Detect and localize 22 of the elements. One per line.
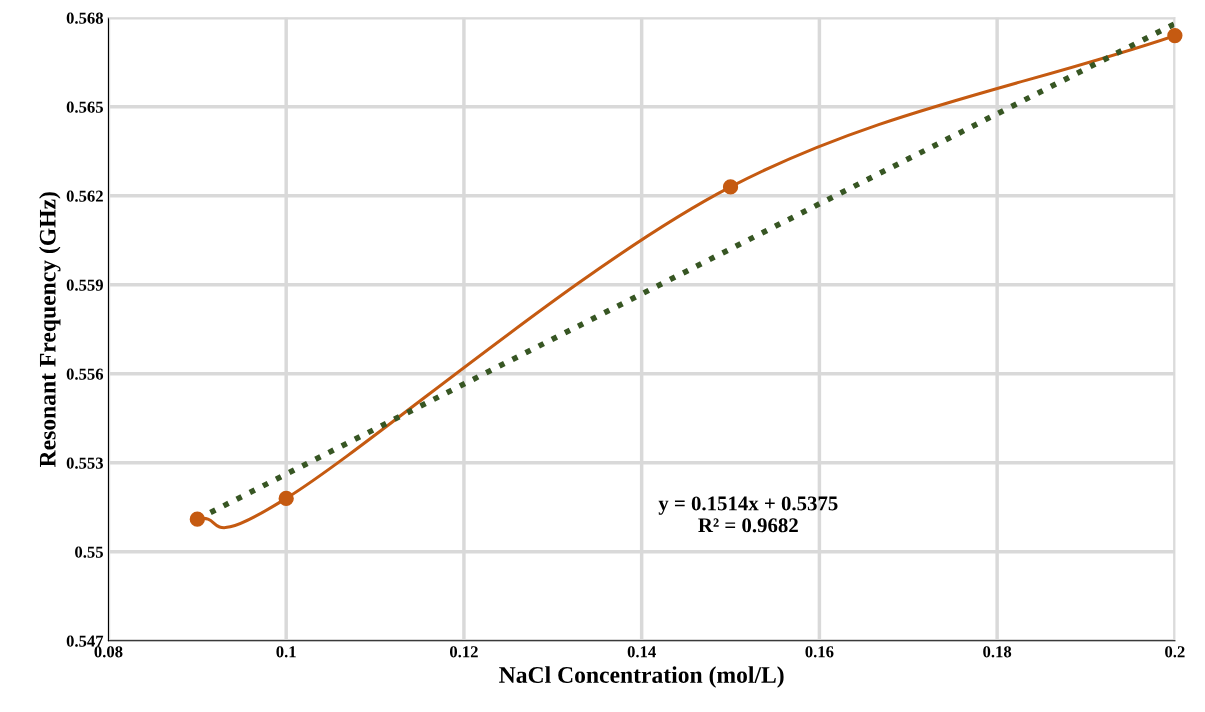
y-tick-label: 0.556 bbox=[66, 368, 104, 380]
point bbox=[1167, 27, 1183, 44]
y-tick-label: 0.568 bbox=[66, 12, 104, 24]
x-tick-label: 0.2 bbox=[1165, 646, 1185, 658]
point bbox=[722, 179, 739, 195]
x-tick-label: 0.08 bbox=[94, 646, 123, 658]
point bbox=[278, 490, 294, 507]
y-tick-label: 0.565 bbox=[66, 101, 103, 113]
x-tick-label: 0.1 bbox=[276, 646, 296, 658]
y-tick-label: 0.553 bbox=[66, 457, 104, 469]
x-axis-title: NaCl Concentration (mol/L) bbox=[499, 666, 784, 688]
x-tick-label: 0.18 bbox=[983, 646, 1012, 658]
y-tick-label: 0.559 bbox=[66, 279, 103, 291]
y-axis-title: Resonant Frequency (GHz) bbox=[39, 192, 61, 468]
annotation: y = 0.1514x + 0.5375 R² = 0.9682 bbox=[658, 496, 838, 533]
y-tick-label: 0.55 bbox=[75, 546, 103, 558]
point bbox=[189, 511, 205, 527]
y-tick-label: 0.562 bbox=[66, 190, 103, 202]
x-tick-label: 0.16 bbox=[805, 646, 834, 658]
x-tick-label: 0.14 bbox=[627, 646, 656, 658]
x-tick-label: 0.12 bbox=[449, 646, 478, 658]
y-tick-label: 0.547 bbox=[66, 635, 104, 647]
